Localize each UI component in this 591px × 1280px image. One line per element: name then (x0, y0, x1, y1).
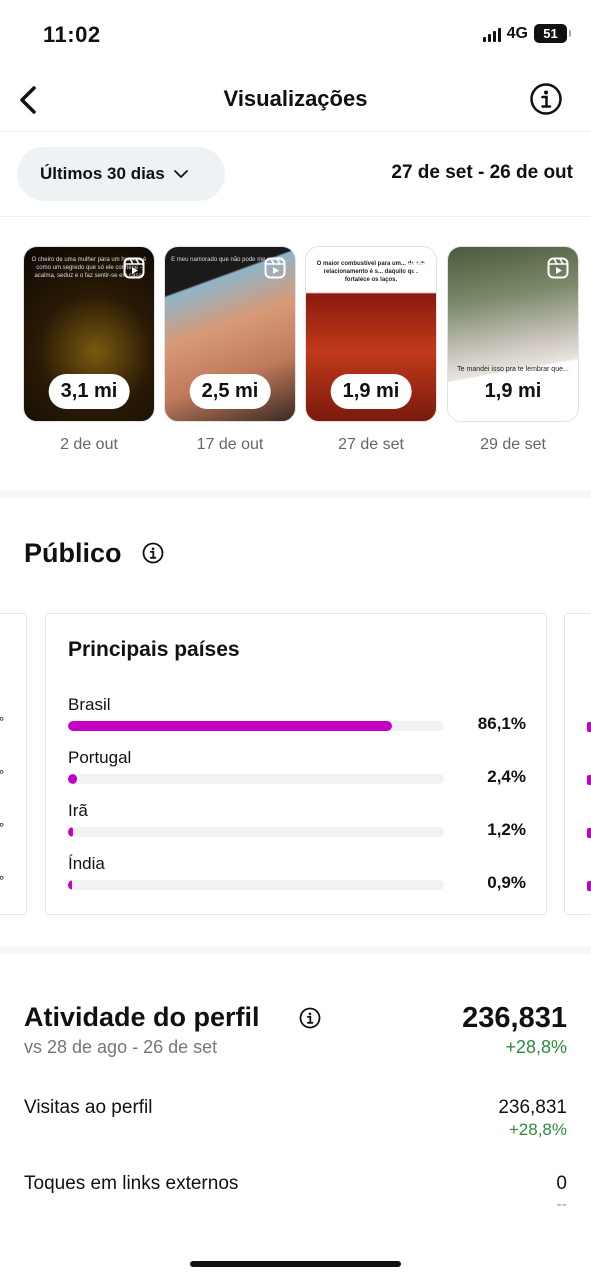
bar-fill (68, 774, 77, 784)
partial-mark: ° (0, 820, 5, 835)
network-type: 4G (506, 24, 528, 42)
reels-icon (405, 257, 427, 279)
partial-mark: ° (0, 767, 5, 782)
reel-date: 27 de set (338, 436, 404, 453)
activity-title: Atividade do perfil (24, 1002, 260, 1032)
bar-fill (68, 880, 72, 890)
country-row: Brasil 86,1% (68, 695, 526, 741)
chevron-left-icon (20, 86, 36, 114)
metric-label-external-links: Toques em links externos (24, 1173, 239, 1194)
top-countries-card[interactable]: Principais países Brasil 86,1% Portugal … (45, 613, 547, 915)
partial-bar (587, 828, 591, 838)
activity-total: 236,831 (462, 1002, 567, 1034)
battery-icon: 51 (534, 24, 571, 43)
country-name: Irã (68, 801, 88, 820)
reel-card[interactable]: E meu namorado que não pode me ver de...… (164, 246, 296, 454)
country-name: Brasil (68, 695, 111, 714)
reel-caption: O cheiro de uma mulher para um homem é c… (31, 257, 147, 279)
metric-label-profile-visits: Visitas ao perfil (24, 1097, 153, 1118)
header: Visualizações (0, 70, 591, 132)
info-icon[interactable] (142, 542, 164, 564)
reel-date: 17 de out (196, 436, 264, 453)
back-button[interactable] (14, 82, 46, 118)
date-range-text: 27 de set - 26 de out (391, 162, 573, 183)
date-range-dropdown[interactable]: Últimos 30 dias (17, 147, 225, 201)
audience-title: Público (24, 538, 122, 568)
partial-mark: ° (0, 873, 5, 888)
section-divider (0, 946, 591, 954)
signal-icon (482, 26, 501, 42)
audience-card-next[interactable] (564, 613, 591, 915)
country-row: Portugal 2,4% (68, 748, 526, 794)
reel-caption: O maior combustível para um... de um rel… (316, 261, 426, 283)
bar-track (68, 880, 444, 890)
bar-track (68, 721, 444, 731)
status-indicators: 4G 51 (482, 24, 571, 43)
info-button[interactable] (529, 82, 563, 116)
reel-views: 1,9 mi (330, 374, 412, 409)
partial-bar (587, 775, 591, 785)
reel-card[interactable]: O maior combustível para um... de um rel… (305, 246, 437, 454)
bar-track (68, 827, 444, 837)
reel-card[interactable]: Te mandei isso pra te lembrar que... 1,9… (447, 246, 579, 454)
date-range-label: Últimos 30 dias (40, 164, 165, 183)
activity-comparison: vs 28 de ago - 26 de set (24, 1037, 218, 1057)
status-bar: 11:02 4G 51 (0, 0, 591, 70)
country-percent: 86,1% (477, 714, 526, 733)
country-percent: 0,9% (487, 873, 526, 892)
partial-mark: ° (0, 714, 5, 729)
section-divider (0, 490, 591, 498)
reels-icon (264, 257, 286, 279)
page-title: Visualizações (223, 86, 368, 111)
reel-caption: Te mandei isso pra te lembrar que... (457, 366, 569, 373)
metric-value-external-links: 0 (556, 1173, 567, 1194)
battery-level: 51 (543, 26, 558, 41)
reels-icon (547, 257, 569, 279)
country-percent: 2,4% (487, 767, 526, 786)
reel-thumbnail[interactable]: O maior combustível para um... de um rel… (305, 246, 437, 422)
reel-date: 2 de out (60, 436, 118, 453)
card-title: Principais países (68, 638, 240, 661)
reel-date: 29 de set (480, 436, 546, 453)
chevron-down-icon (173, 170, 188, 178)
reels-icon (123, 257, 145, 279)
bar-track (68, 774, 444, 784)
status-time: 11:02 (43, 22, 101, 47)
reel-card[interactable]: O cheiro de uma mulher para um homem é c… (23, 246, 155, 454)
reel-caption: E meu namorado que não pode me ver de... (171, 257, 289, 263)
metric-delta-external-links: -- (556, 1196, 567, 1213)
info-icon (530, 83, 562, 115)
bar-fill (68, 827, 73, 837)
metric-delta-profile-visits: +28,8% (508, 1120, 567, 1139)
bar-fill (68, 721, 392, 731)
partial-bar (587, 722, 591, 732)
country-percent: 1,2% (487, 820, 526, 839)
date-filter-row: Últimos 30 dias 27 de set - 26 de out (0, 133, 591, 217)
info-icon[interactable] (299, 1007, 321, 1029)
reel-thumbnail[interactable]: E meu namorado que não pode me ver de...… (164, 246, 296, 422)
reel-views: 2,5 mi (189, 374, 271, 409)
country-name: Índia (68, 854, 105, 873)
country-row: Índia 0,9% (68, 854, 526, 900)
reel-thumbnail[interactable]: O cheiro de uma mulher para um homem é c… (23, 246, 155, 422)
country-name: Portugal (68, 748, 132, 767)
audience-card-previous[interactable]: ° ° ° ° (0, 613, 27, 915)
country-row: Irã 1,2% (68, 801, 526, 847)
top-reels-carousel: O cheiro de uma mulher para um homem é c… (0, 246, 591, 461)
activity-delta: +28,8% (505, 1037, 567, 1057)
partial-bar (587, 881, 591, 891)
metric-value-profile-visits: 236,831 (498, 1097, 567, 1118)
reel-views: 3,1 mi (48, 374, 130, 409)
reel-thumbnail[interactable]: Te mandei isso pra te lembrar que... 1,9… (447, 246, 579, 422)
home-indicator[interactable] (190, 1261, 401, 1267)
reel-views: 1,9 mi (472, 374, 554, 409)
